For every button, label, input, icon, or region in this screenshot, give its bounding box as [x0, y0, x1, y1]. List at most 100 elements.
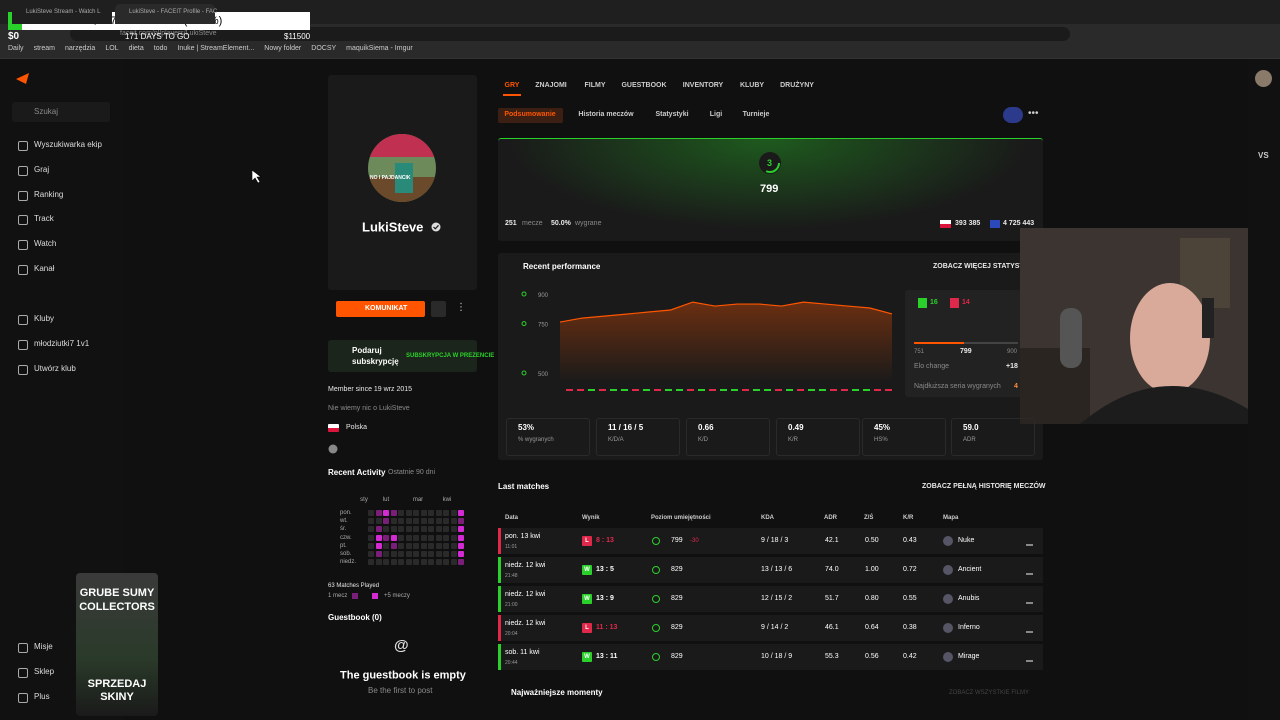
bottom-item[interactable]: Misje [34, 642, 53, 651]
performance-link[interactable]: ZOBACZ WIĘCEJ STATYSTYK [933, 263, 1034, 270]
row-action[interactable] [1026, 624, 1033, 633]
more-button[interactable]: ⋮ [456, 302, 466, 313]
steam-icon [328, 444, 338, 454]
row-action[interactable] [1026, 595, 1033, 604]
row-action[interactable] [1026, 653, 1033, 662]
stat-label: K/D/A [608, 437, 624, 443]
streak-label: Najdłuższa seria wygranych [914, 383, 1001, 390]
main-tab[interactable]: KLUBY [739, 82, 765, 89]
activity-cell [443, 510, 449, 516]
main-tab[interactable]: FILMY [584, 82, 606, 89]
browser-tab[interactable] [12, 4, 112, 24]
activity-cell [383, 559, 389, 566]
gift-box[interactable] [328, 340, 477, 372]
search-box[interactable] [12, 102, 110, 122]
club-item[interactable]: Kluby [34, 314, 55, 323]
bookmark[interactable]: maquikSiema - Imgur [346, 45, 413, 52]
performance-chart: 900 750 500 [521, 291, 893, 391]
bookmark[interactable]: dieta [128, 45, 144, 52]
bookmark[interactable]: Inuke | StreamElement... [177, 45, 255, 52]
activity-cell [405, 551, 412, 557]
main-tab[interactable]: DRUŻYNY [780, 82, 814, 89]
row-action[interactable] [1026, 537, 1033, 546]
bookmark[interactable]: DOCSY [311, 45, 337, 52]
game-icon[interactable] [1003, 107, 1023, 123]
versus-icon[interactable]: VS [1258, 151, 1269, 160]
activity-cell [390, 518, 397, 525]
highlights-link[interactable]: ZOBACZ WSZYSTKIE FILMY [949, 690, 1030, 696]
activity-cell [458, 542, 464, 549]
matches-link[interactable]: ZOBACZ PEŁNĄ HISTORIĘ MECZÓW [922, 483, 1046, 490]
bookmark[interactable]: narzędzia [64, 45, 96, 52]
bookmark[interactable]: todo [153, 45, 168, 52]
nav-icon [18, 240, 28, 251]
message-button[interactable] [336, 301, 425, 317]
bookmark[interactable]: stream [33, 45, 55, 52]
nav-item[interactable]: Watch [34, 239, 57, 249]
activity-cell [443, 559, 449, 566]
bookmark[interactable]: Nowy folder [264, 45, 302, 52]
activity-cell [405, 559, 412, 566]
score: 13 : 5 [596, 566, 614, 573]
main-tab[interactable]: ZNAJOMI [535, 82, 567, 89]
nav-item[interactable]: Graj [34, 164, 50, 174]
match-elo: 829 [671, 653, 683, 660]
row-action[interactable] [1026, 566, 1033, 575]
stat-label: HS% [874, 437, 888, 443]
promo-line: SPRZEDAJ [87, 678, 147, 690]
nav-item[interactable]: Wyszukiwarka ekip [34, 140, 102, 149]
user-avatar[interactable] [1255, 70, 1272, 87]
main-tab[interactable]: GUESTBOOK [621, 82, 667, 89]
avatar [368, 134, 436, 202]
activity-cell [420, 534, 427, 541]
map-icon [943, 594, 953, 604]
result-letter: W [584, 567, 590, 573]
nav-item[interactable]: Ranking [34, 189, 64, 199]
sub-tab[interactable]: Turnieje [742, 111, 770, 118]
bottom-item[interactable]: Sklep [34, 667, 55, 676]
add-friend-button[interactable] [431, 301, 446, 317]
legend-label: +5 meczy [384, 593, 410, 599]
stat-card [596, 418, 680, 456]
main-tab[interactable]: INVENTORY [682, 82, 724, 89]
nav-icon [18, 265, 28, 275]
activity-cell [383, 551, 389, 557]
main-tab[interactable]: GRY [504, 82, 520, 89]
activity-cell [450, 534, 457, 541]
stat-label: K/D [698, 437, 709, 443]
activity-subtitle: Ostatnie 90 dni [388, 469, 436, 476]
activity-cell [428, 559, 434, 566]
mouse-cursor [252, 170, 262, 184]
sub-tab[interactable]: Statystyki [655, 111, 689, 118]
y-tick-label: 900 [538, 293, 549, 299]
browser-tab[interactable] [115, 4, 215, 24]
activity-cell [428, 534, 434, 541]
sub-tab[interactable]: Historia meczów [578, 111, 634, 118]
address-bar[interactable] [70, 27, 1070, 41]
activity-cell [428, 518, 434, 525]
sub-tab[interactable]: Podsumowanie [504, 111, 556, 118]
club-item[interactable]: Utwórz klub [34, 364, 76, 373]
table-header: Wynik [582, 515, 600, 521]
activity-cell [413, 518, 419, 525]
game-menu[interactable]: ••• [1028, 108, 1039, 119]
sub-tab[interactable]: Ligi [709, 111, 723, 118]
bookmark[interactable]: LOL [105, 45, 119, 52]
activity-cell [450, 559, 457, 566]
promo-line: SKINY [100, 691, 134, 703]
matches-label: mecze [522, 220, 543, 227]
map-icon [943, 623, 953, 633]
member-since: Member since 19 wrz 2015 [328, 386, 413, 393]
nav-item[interactable]: Kanał [34, 264, 55, 273]
losses: 14 [962, 299, 970, 306]
bookmark[interactable]: Daily [8, 45, 24, 52]
bottom-item[interactable]: Plus [34, 692, 50, 701]
club-item[interactable]: młodziutki7 1v1 [34, 339, 90, 348]
country-rank: 393 385 [955, 220, 981, 227]
score: 13 : 9 [596, 595, 614, 602]
message-button-label: KOMUNIKAT [365, 305, 408, 312]
activity-cell [435, 526, 442, 533]
match-date: niedz. 12 kwi [505, 562, 546, 569]
nav-item[interactable]: Track [34, 214, 54, 224]
